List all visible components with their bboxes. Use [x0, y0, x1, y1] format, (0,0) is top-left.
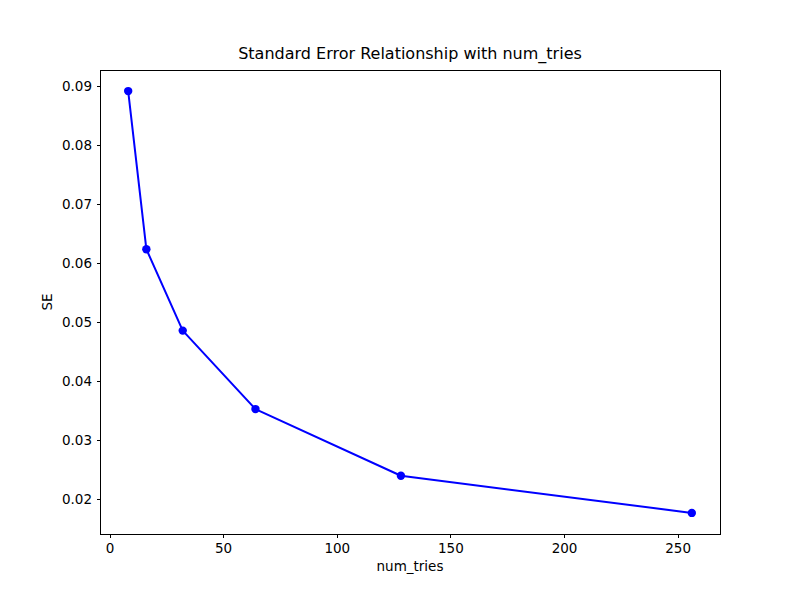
- x-tick-label: 50: [215, 540, 232, 556]
- x-tick-label: 100: [324, 540, 350, 556]
- data-point: [688, 509, 696, 517]
- figure: 0 50 100 150 200 250 0.02 0.03 0.04 0.05 0.06 0.07 0…: [0, 0, 800, 600]
- x-tick-label: 250: [665, 540, 691, 556]
- y-tick-label: 0.06: [62, 255, 92, 271]
- y-axis-label: SE: [39, 293, 55, 310]
- se-line: [128, 91, 692, 513]
- x-tick-label: 200: [552, 540, 578, 556]
- data-point: [251, 405, 259, 413]
- y-tick-label: 0.09: [62, 78, 92, 94]
- data-point: [397, 472, 405, 480]
- data-point: [179, 326, 187, 334]
- y-tick-label: 0.07: [62, 196, 92, 212]
- data-point: [142, 245, 150, 253]
- x-tick-label: 150: [438, 540, 464, 556]
- data-point: [124, 87, 132, 95]
- x-tick-label: 0: [106, 540, 115, 556]
- axes-frame: [101, 71, 721, 535]
- chart-title: Standard Error Relationship with num_tri…: [100, 44, 720, 64]
- x-axis-label: num_tries: [100, 557, 720, 575]
- y-tick-label: 0.04: [62, 373, 92, 389]
- y-tick-label: 0.02: [62, 491, 92, 507]
- y-tick-label: 0.05: [62, 314, 92, 330]
- y-tick-label: 0.08: [62, 137, 92, 153]
- line-chart: 0 50 100 150 200 250 0.02 0.03 0.04 0.05 0.06 0.07 0…: [0, 0, 800, 600]
- y-tick-label: 0.03: [62, 432, 92, 448]
